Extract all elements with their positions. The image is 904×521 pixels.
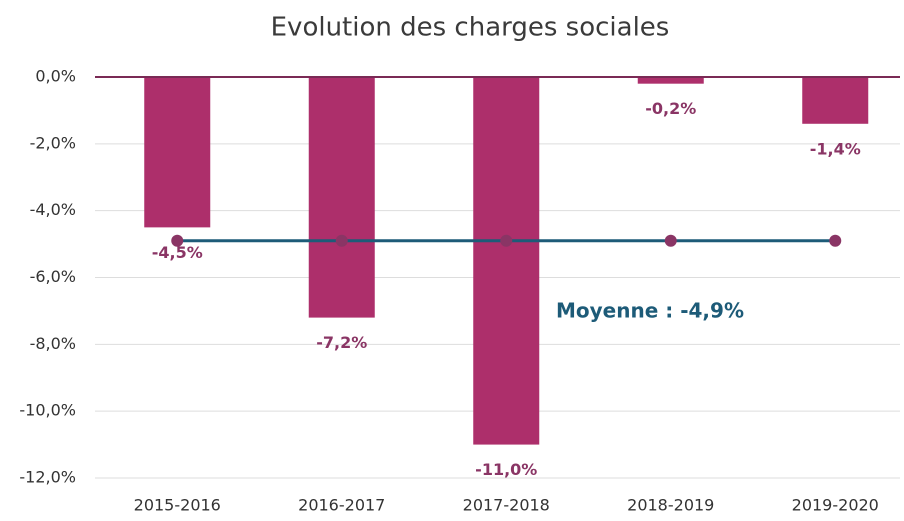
y-tick-label: -6,0% xyxy=(30,267,76,286)
average-marker xyxy=(664,234,677,247)
y-tick-label: -12,0% xyxy=(19,468,76,487)
x-tick-label: 2015-2016 xyxy=(134,496,221,515)
data-label: -7,2% xyxy=(316,333,367,352)
bar xyxy=(308,77,375,318)
average-marker xyxy=(829,234,842,247)
bar xyxy=(144,77,211,228)
data-label: -0,2% xyxy=(645,99,696,118)
y-tick-label: -8,0% xyxy=(30,334,76,353)
x-tick-label: 2017-2018 xyxy=(463,496,550,515)
x-tick-label: 2016-2017 xyxy=(298,496,385,515)
chart-title: Evolution des charges sociales xyxy=(271,13,670,43)
average-marker xyxy=(171,234,184,247)
annotation: Moyenne : -4,9% xyxy=(556,299,744,323)
average-marker xyxy=(500,234,513,247)
average-marker xyxy=(335,234,348,247)
y-tick-label: 0,0% xyxy=(35,67,76,86)
y-tick-label: -10,0% xyxy=(19,401,76,420)
data-label: -1,4% xyxy=(810,139,861,158)
bar xyxy=(637,77,704,84)
data-label: -11,0% xyxy=(475,460,537,479)
y-tick-label: -2,0% xyxy=(30,133,76,152)
bar xyxy=(473,77,540,445)
x-tick-label: 2019-2020 xyxy=(792,496,879,515)
y-tick-label: -4,0% xyxy=(30,200,76,219)
x-tick-label: 2018-2019 xyxy=(627,496,714,515)
data-label: -4,5% xyxy=(152,243,203,262)
bar xyxy=(802,77,869,124)
